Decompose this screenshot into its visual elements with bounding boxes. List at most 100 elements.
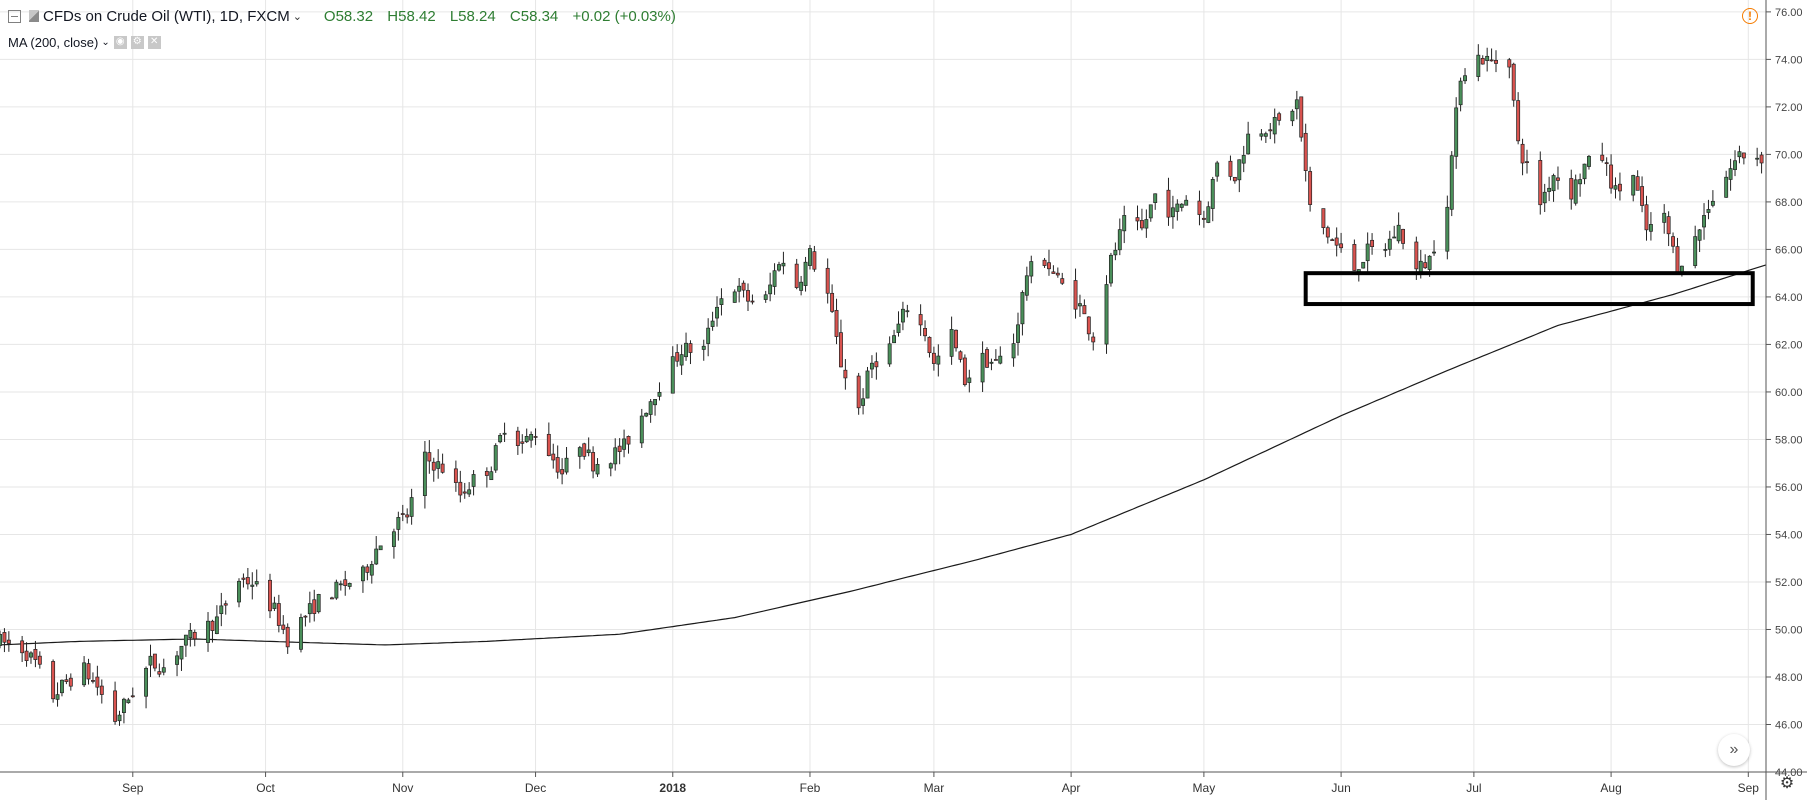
candle-up xyxy=(648,401,653,415)
candle-down xyxy=(1139,220,1144,229)
candle-down xyxy=(1334,237,1339,246)
candle-up xyxy=(29,652,33,658)
candle-down xyxy=(839,332,843,368)
candle-up xyxy=(1547,187,1552,192)
high-value: H58.42 xyxy=(387,7,436,25)
double-chevron-right-icon[interactable]: » xyxy=(1718,734,1750,766)
candle-up xyxy=(502,432,507,435)
candle-up xyxy=(936,355,941,365)
candle-down xyxy=(484,470,489,476)
candle-down xyxy=(533,436,538,438)
candle-up xyxy=(0,634,2,646)
candle-down xyxy=(1166,189,1171,218)
candle-up xyxy=(998,355,1003,364)
candle-down xyxy=(1511,63,1516,101)
candle-down xyxy=(1635,176,1640,191)
candle-down xyxy=(1086,316,1091,335)
candle-down xyxy=(1644,204,1649,231)
candle-down xyxy=(1321,208,1326,228)
candle-down xyxy=(830,292,835,312)
candle-down xyxy=(993,359,998,361)
candle-down xyxy=(931,352,936,364)
candle-down xyxy=(1569,178,1574,200)
candle-down xyxy=(24,650,29,661)
candle-down xyxy=(303,615,308,618)
candle-down xyxy=(923,327,927,337)
y-tick-label: 48.00 xyxy=(1775,672,1803,684)
candle-down xyxy=(312,599,317,614)
eye-icon[interactable]: ◉ xyxy=(113,35,127,49)
candle-up xyxy=(1078,303,1082,307)
candle-up xyxy=(1020,292,1025,325)
candle-down xyxy=(927,336,932,354)
open-value: O58.32 xyxy=(323,7,374,25)
candle-up xyxy=(892,335,897,344)
candle-up xyxy=(179,645,184,660)
candle-down xyxy=(1666,216,1671,235)
candle-up xyxy=(347,583,352,587)
candle-up xyxy=(493,445,498,471)
candle-down xyxy=(555,457,560,473)
candle-down xyxy=(812,251,817,270)
candle-up xyxy=(905,310,910,313)
candle-up xyxy=(219,605,224,615)
x-tick-label: Aug xyxy=(1600,781,1621,795)
chevron-down-icon[interactable]: ⌄ xyxy=(292,10,302,23)
candle-up xyxy=(1724,176,1729,198)
candle-down xyxy=(1073,280,1078,310)
chevron-down-icon[interactable]: ⌄ xyxy=(101,36,110,48)
y-tick-label: 72.00 xyxy=(1775,102,1803,114)
candle-up xyxy=(608,463,613,469)
candle-down xyxy=(95,676,100,688)
candle-up xyxy=(1662,212,1667,223)
collapse-icon[interactable] xyxy=(8,9,21,23)
candle-down xyxy=(2,632,7,643)
candle-up xyxy=(1485,55,1490,61)
indicator-label[interactable]: MA (200, close) xyxy=(8,34,99,50)
candle-down xyxy=(1609,164,1614,189)
candle-up xyxy=(1383,249,1388,251)
candle-up xyxy=(1122,215,1127,232)
candle-up xyxy=(799,281,804,291)
candle-down xyxy=(1617,183,1622,192)
candle-down xyxy=(330,597,334,600)
candle-down xyxy=(617,445,622,452)
candle-up xyxy=(471,474,476,487)
candle-up xyxy=(777,264,781,271)
highlight-rectangle xyxy=(1303,271,1755,307)
candle-up xyxy=(1237,159,1242,181)
candle-up xyxy=(701,345,706,350)
candle-up xyxy=(334,581,339,599)
candle-up xyxy=(1710,200,1715,206)
candle-up xyxy=(374,548,379,565)
candle-down xyxy=(1339,243,1344,249)
candle-up xyxy=(1551,175,1556,192)
candle-up xyxy=(1463,75,1467,82)
candle-up xyxy=(1294,99,1299,110)
close-icon[interactable]: ✕ xyxy=(147,35,161,49)
grid-lines xyxy=(0,0,1766,773)
candle-up xyxy=(272,602,277,609)
symbol-title[interactable]: CFDs on Crude Oil (WTI), 1D, FXCM xyxy=(43,7,290,25)
candle-up xyxy=(1210,179,1215,209)
candle-up xyxy=(214,616,219,635)
y-tick-label: 64.00 xyxy=(1775,292,1803,304)
candle-up xyxy=(1029,261,1034,277)
candle-up xyxy=(803,261,808,286)
candle-down xyxy=(1091,336,1096,343)
warning-icon[interactable]: ! xyxy=(1742,8,1758,24)
settings-icon[interactable]: ⚙ xyxy=(130,35,144,49)
candle-up xyxy=(1755,157,1760,160)
candle-down xyxy=(285,626,290,648)
candle-down xyxy=(210,620,215,631)
candle-up xyxy=(1113,249,1118,256)
candle-up xyxy=(808,248,812,266)
candle-up xyxy=(144,667,149,697)
candle-down xyxy=(741,282,746,291)
candle-up xyxy=(772,270,777,287)
y-tick-label: 52.00 xyxy=(1775,577,1803,589)
gear-icon[interactable]: ⚙ xyxy=(1779,775,1795,792)
candle-up xyxy=(639,415,644,444)
